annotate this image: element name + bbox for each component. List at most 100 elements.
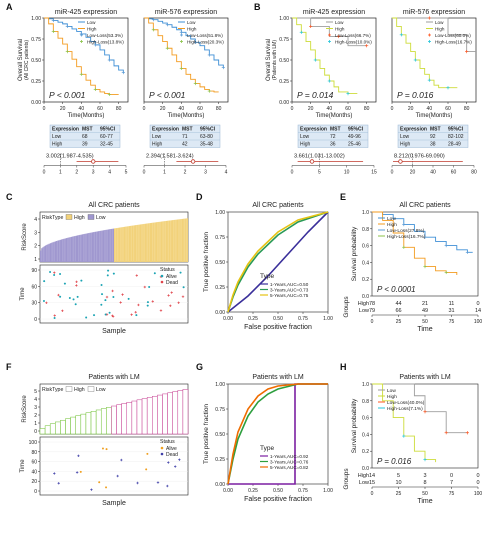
time-frame [39, 436, 189, 496]
table-cell: Low [52, 134, 62, 140]
forest-point [190, 159, 196, 164]
roc-curve [227, 383, 328, 485]
panel-letter: C [6, 192, 13, 202]
risk-bar [100, 230, 102, 262]
roc-curve [227, 211, 329, 313]
y-tick-label: 0.50 [215, 260, 225, 266]
legend-label: Alive [166, 274, 177, 280]
risk-ylabel: Groups [343, 468, 350, 490]
x-tick-label: 60 [345, 106, 351, 112]
risk-bar [116, 228, 118, 262]
legend-swatch-high [65, 214, 73, 220]
y-tick-label: 0.4 [362, 432, 369, 438]
risk-bar [153, 222, 155, 262]
risk-bar [84, 233, 86, 262]
legend-label: High [187, 26, 197, 31]
risk-bar [77, 235, 79, 262]
table-cell: 28-49 [448, 142, 461, 148]
panel-letter: E [340, 192, 346, 202]
forest-tick-label: 60 [451, 170, 457, 176]
risk-bar [120, 227, 122, 262]
legend-label: High-Loss(13.8%) [87, 39, 124, 44]
risk-row-label: Low [359, 308, 369, 314]
risk-bar [169, 220, 171, 262]
x-axis-label: False positive fraction [244, 324, 312, 331]
x-tick-label: 80 [116, 106, 122, 112]
risk-bar [159, 221, 161, 262]
risk-bar [131, 225, 133, 262]
table-cell: 36 [330, 142, 336, 148]
legend-label: Low [387, 388, 396, 394]
table-header: 95%CI [200, 127, 216, 133]
status-alive-mark [182, 286, 185, 289]
forest-estimate: 3.661(1.031-13.002) [294, 154, 345, 160]
risk-value: 5 [397, 473, 400, 479]
x-tick-label: 60 [445, 106, 451, 112]
status-alive-mark [59, 295, 62, 298]
x-tick-label: 75 [449, 491, 455, 497]
forest-tick-label: 5 [318, 170, 321, 176]
y-axis-label: True positive fraction [203, 404, 210, 464]
surv-curve [372, 211, 473, 253]
legend-label: High-Loss(10.0%) [335, 39, 372, 44]
risk-value: 21 [422, 301, 428, 307]
table-cell: 60-77 [100, 134, 113, 140]
risk-bar [47, 244, 49, 262]
status-alive-mark [79, 470, 82, 473]
km-title: miR-425 expression [303, 9, 365, 16]
risk-value: 0 [450, 473, 453, 479]
risk-bar [162, 221, 164, 262]
risk-bar [174, 219, 176, 262]
risk-bar [60, 239, 63, 262]
panel-letter: F [6, 362, 12, 372]
panel-title: Patients with LM [88, 374, 140, 381]
km-frame [143, 17, 229, 103]
legend-label: High-Loss(16.7%) [435, 39, 472, 44]
status-alive-mark [179, 271, 182, 274]
risk-bar [90, 411, 97, 435]
legend-title: Type [260, 445, 274, 452]
risk-bar [75, 235, 77, 262]
status-alive-mark [146, 301, 149, 304]
km-title: miR-576 expression [403, 9, 465, 16]
risk-bar [151, 222, 153, 262]
risk-bar [106, 229, 108, 262]
y-tick-label: 0.75 [279, 37, 289, 43]
risk-bar [96, 231, 98, 262]
forest-estimate: 3.002(1.987-4.535) [46, 154, 94, 160]
forest-tick-label: 0 [391, 170, 394, 176]
x-tick-label: 50 [422, 491, 428, 497]
risk-value: 8 [423, 480, 426, 486]
p-value: P < 0.0001 [377, 285, 416, 294]
table-cell: 35-48 [200, 142, 213, 148]
y-tick-label: 1.00 [215, 210, 225, 216]
table-cell: High [152, 142, 163, 148]
risk-bar [118, 227, 121, 262]
risk-value: 3 [423, 473, 426, 479]
risk-bar [175, 219, 177, 262]
risk-bar [70, 416, 76, 435]
risk-bar [167, 392, 173, 435]
status-alive-mark [153, 272, 156, 275]
stats-table [49, 124, 121, 148]
risk-bar [178, 219, 180, 262]
risk-bar [111, 405, 117, 435]
status-alive-mark [100, 303, 103, 306]
y-tick-label: 0.25 [31, 79, 41, 85]
x-axis-label: Time(Months) [416, 113, 453, 119]
risk-bar [95, 409, 102, 435]
forest-tick-label: 15 [371, 170, 377, 176]
status-alive-mark [127, 297, 130, 300]
legend-label: High [387, 222, 397, 228]
risk-bar [173, 219, 175, 262]
km-curve-high [392, 17, 458, 89]
status-alive-mark [135, 314, 138, 317]
status-alive-mark [101, 293, 104, 296]
risk-bar [78, 235, 80, 262]
table-cell: 49-96 [348, 134, 361, 140]
legend-label: Low [87, 20, 96, 25]
legend-label: High [387, 394, 397, 400]
panel-title: Patients with LM [252, 374, 304, 381]
legend-label: Low [187, 20, 196, 25]
